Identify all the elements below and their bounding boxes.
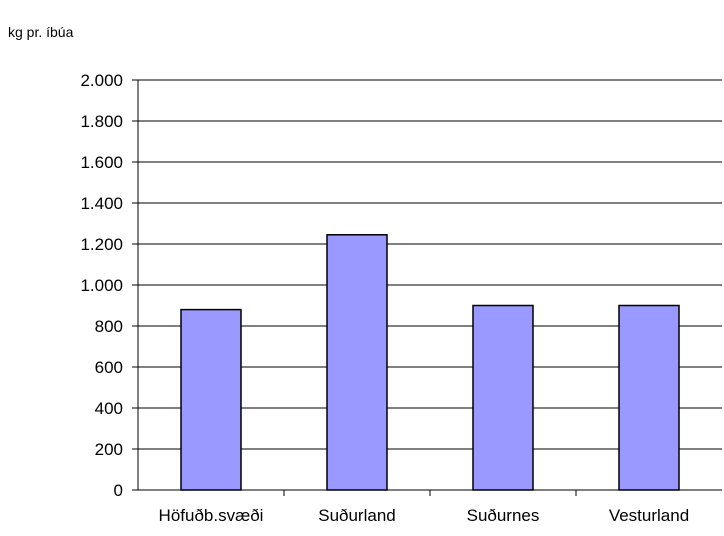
y-tick-label: 1.400 bbox=[80, 194, 123, 213]
axes bbox=[132, 79, 722, 496]
bar-3 bbox=[472, 304, 534, 491]
y-tick-label: 1.000 bbox=[80, 276, 123, 295]
y-tick-label: 1.800 bbox=[80, 112, 123, 131]
bars bbox=[180, 234, 680, 491]
y-tick-label: 200 bbox=[95, 440, 123, 459]
y-tick-label: 1.600 bbox=[80, 153, 123, 172]
y-unit-label: kg pr. íbúa bbox=[8, 24, 74, 40]
y-tick-label: 1.200 bbox=[80, 235, 123, 254]
y-tick-label: 2.000 bbox=[80, 71, 123, 90]
y-tick-labels: 0 200 400 600 800 1.000 1.200 1.400 1.600 1.800 2.… bbox=[80, 71, 123, 500]
x-category-labels: Höfuðb.svæði Suðurland Suðurnes Vesturland bbox=[159, 506, 690, 525]
y-tick-label: 800 bbox=[95, 317, 123, 336]
x-category-label: Suðurnes bbox=[467, 506, 540, 525]
y-tick-label: 0 bbox=[114, 481, 123, 500]
bar-2 bbox=[326, 234, 388, 491]
y-tick-label: 600 bbox=[95, 358, 123, 377]
x-category-label: Vesturland bbox=[609, 506, 689, 525]
bar-1 bbox=[180, 308, 242, 491]
x-category-label: Höfuðb.svæði bbox=[159, 506, 264, 525]
y-tick-label: 400 bbox=[95, 399, 123, 418]
bar-4 bbox=[618, 304, 680, 491]
x-category-label: Suðurland bbox=[318, 506, 396, 525]
